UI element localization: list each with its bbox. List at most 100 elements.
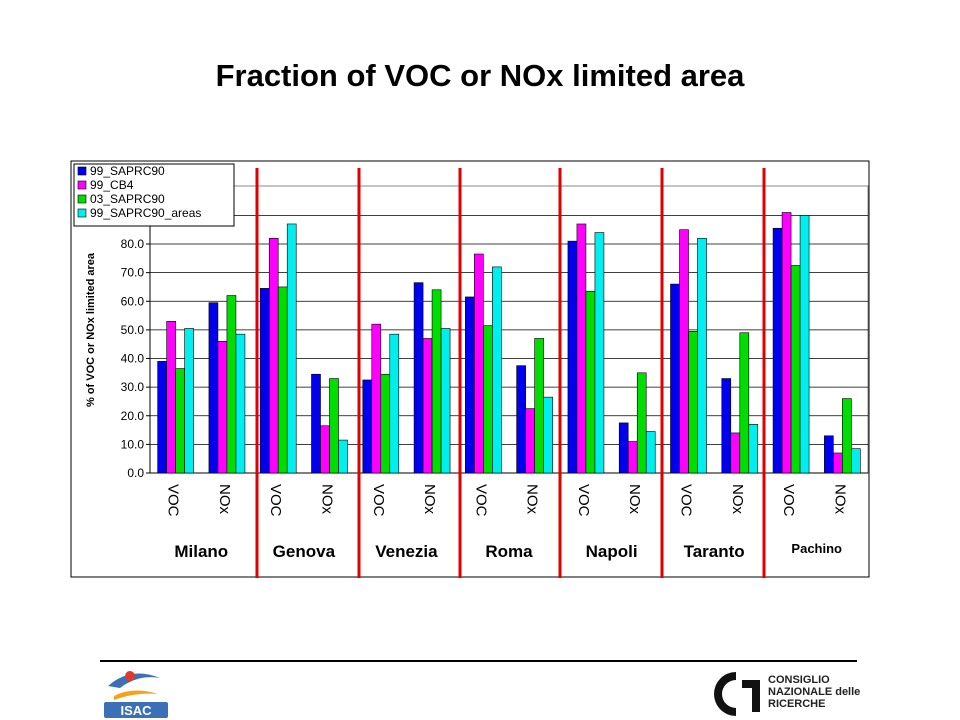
x-tick-label: NOx [524,484,541,515]
bar-03_SAPRC90-1 [226,295,237,474]
bar-99_CB4-8 [576,223,587,474]
bar-99_SAPRC90-7 [516,365,526,474]
y-tick-label: 50.0 [121,323,145,337]
bar-99_SAPRC90_areas-11 [748,424,759,474]
city-separators [255,168,766,578]
bar-03_SAPRC90-10 [688,331,698,474]
bar-99_CB4-6 [474,253,484,474]
bar-99_SAPRC90-9 [618,422,629,474]
x-tick-label: VOC [678,484,695,517]
bar-03_SAPRC90-0 [175,368,185,474]
bar-99_SAPRC90-10 [670,283,680,474]
bar-99_CB4-10 [679,229,689,474]
legend-swatch [77,180,87,190]
bar-03_SAPRC90-12 [790,265,801,474]
bar-99_SAPRC90-11 [721,378,732,474]
bar-99_SAPRC90_areas-3 [338,439,348,474]
x-tick-label: NOx [319,484,336,515]
city-label: Roma [485,542,533,561]
x-tick-label: NOx [626,484,643,515]
bar-99_SAPRC90-4 [362,379,373,474]
isac-logo: ISAC [104,671,168,718]
bar-99_SAPRC90_areas-6 [492,266,502,474]
bar-99_SAPRC90_areas-5 [440,328,451,474]
bar-99_SAPRC90-12 [772,227,783,474]
bar-99_SAPRC90_areas-7 [543,396,553,474]
legend: 99_SAPRC9099_CB403_SAPRC9099_SAPRC90_are… [73,163,235,227]
y-tick-label: 60.0 [121,294,145,308]
y-tick-label: 30.0 [121,380,145,394]
bar-03_SAPRC90-5 [431,289,442,474]
bar-99_CB4-4 [371,323,382,474]
isac-logo-text: ISAC [120,703,152,718]
bar-99_SAPRC90_areas-13 [851,448,861,474]
city-label: Genova [273,542,336,561]
bar-99_SAPRC90_areas-8 [594,232,605,474]
y-tick-label: 80.0 [121,237,145,251]
bar-99_SAPRC90_areas-1 [235,333,246,474]
x-tick-label: VOC [472,484,489,517]
city-label: Milano [174,542,228,561]
y-tick-label: 70.0 [121,266,145,280]
legend-label: 99_SAPRC90_areas [90,206,201,220]
y-tick-label: 40.0 [121,352,145,366]
city-label: Venezia [375,542,438,561]
bar-03_SAPRC90-6 [483,325,493,474]
bar-99_SAPRC90_areas-12 [799,215,810,474]
bar-99_SAPRC90-8 [567,240,578,474]
bar-03_SAPRC90-8 [585,290,596,474]
city-label: Pachino [791,541,842,556]
x-tick-label: NOx [831,484,848,515]
swoosh-icon [108,673,160,688]
x-tick-label: VOC [267,484,284,517]
legend-swatch [77,208,87,218]
cnr-logo [714,672,760,716]
bar-03_SAPRC90-7 [534,338,544,474]
bar-99_CB4-9 [627,441,638,474]
legend-label: 99_SAPRC90 [90,164,165,178]
bar-99_CB4-1 [217,341,228,474]
x-tick-label: VOC [575,484,592,517]
bar-99_CB4-11 [730,432,741,474]
y-tick-label: 20.0 [121,409,145,423]
wave-icon [114,690,158,700]
bar-99_SAPRC90-5 [413,282,424,474]
x-axis-labels: VOC NOx VOC NOx VOC NOx VOC NOx VOC NOx VOC NOx VOC N… [165,484,849,517]
bar-99_SAPRC90_areas-4 [389,333,400,474]
bar-99_CB4-2 [268,237,279,474]
legend-swatch [77,166,87,176]
bar-03_SAPRC90-9 [636,372,647,474]
bar-99_SAPRC90_areas-9 [645,431,656,474]
bar-99_SAPRC90_areas-2 [286,223,297,474]
bar-03_SAPRC90-11 [739,332,750,474]
x-tick-label: VOC [165,484,182,517]
page-title: Fraction of VOC or NOx limited area [215,58,745,93]
x-tick-label: VOC [780,484,797,517]
bar-99_SAPRC90_areas-10 [697,237,707,474]
y-tick-label: 10.0 [121,437,145,451]
bar-99_SAPRC90-0 [157,361,167,474]
cnr-logo-text: CONSIGLIO NAZIONALE delle RICERCHE [768,674,861,710]
footer-divider [100,660,857,662]
bar-99_CB4-7 [525,408,535,474]
x-tick-label: NOx [729,484,746,515]
x-tick-label: NOx [421,484,438,515]
city-label: Napoli [586,542,638,561]
bar-99_CB4-5 [422,338,433,474]
bar-series [157,212,861,474]
legend-label: 99_CB4 [90,178,134,192]
figure-head-icon [125,671,135,681]
bar-99_CB4-12 [781,212,792,474]
y-axis-label: % of VOC or NOx limited area [85,252,97,407]
x-tick-label: VOC [370,484,387,517]
legend-box [73,163,235,227]
bar-99_SAPRC90-2 [259,288,270,474]
bar-99_CB4-13 [833,452,843,474]
legend-swatch [77,194,87,204]
bar-03_SAPRC90-2 [277,286,288,474]
bar-99_SAPRC90_areas-0 [184,328,194,474]
bar-99_SAPRC90-13 [824,435,834,474]
city-label: Taranto [684,542,745,561]
bar-03_SAPRC90-4 [380,373,391,474]
